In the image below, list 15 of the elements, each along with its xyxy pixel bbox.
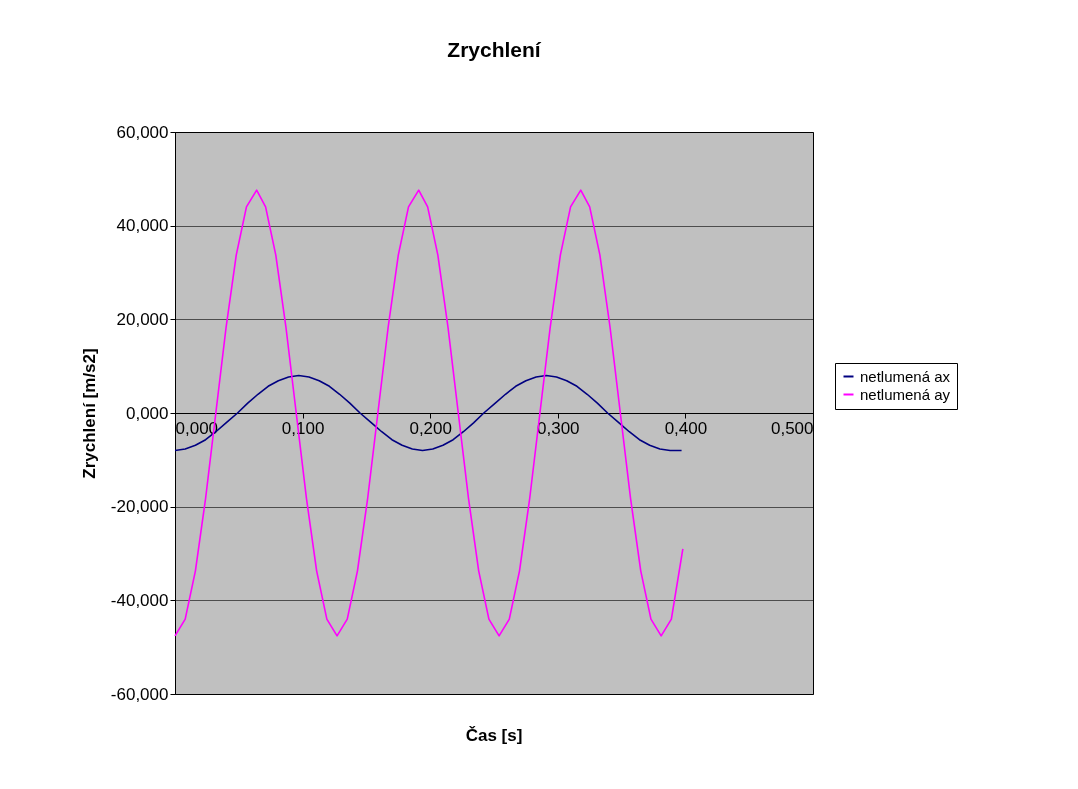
- y-tick-label: 20,000: [116, 309, 169, 329]
- x-tick-label: 0,400: [664, 418, 708, 438]
- x-tick-label: 0,500: [770, 418, 814, 438]
- y-tick-label: 40,000: [116, 216, 169, 236]
- y-tick-label: -20,000: [110, 497, 169, 517]
- y-tick-label: -60,000: [110, 684, 169, 704]
- y-tick-label: 60,000: [116, 122, 169, 142]
- y-axis-title: Zrychlení [m/s2]: [79, 348, 99, 479]
- chart-title: Zrychlení: [447, 38, 542, 61]
- x-tick-label: 0,200: [409, 418, 452, 438]
- y-tick-label: 0,000: [125, 403, 169, 423]
- x-axis-title: Čas [s]: [465, 726, 523, 745]
- y-tick-label: -40,000: [110, 590, 169, 610]
- legend-label: netlumená ay: [860, 385, 951, 403]
- legend-label: netlumená ax: [860, 367, 951, 385]
